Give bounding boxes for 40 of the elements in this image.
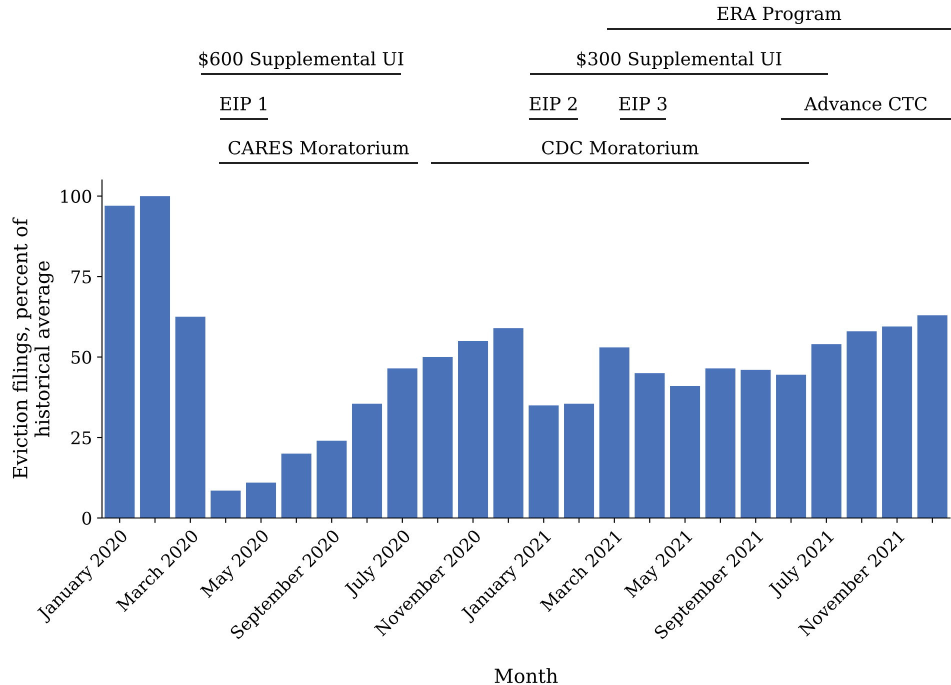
- bar: [917, 315, 948, 518]
- bar: [140, 196, 170, 518]
- bar: [740, 370, 771, 518]
- x-axis-title: Month: [494, 668, 558, 684]
- y-tick-label: 0: [82, 512, 92, 525]
- bar: [670, 386, 700, 518]
- bar: [528, 405, 559, 518]
- text: CARES Moratorium: [228, 140, 409, 154]
- bar: [634, 373, 665, 518]
- bar: [705, 368, 736, 518]
- bar: [776, 374, 806, 518]
- bar: [210, 490, 241, 518]
- y-tick-label: 25: [71, 431, 91, 444]
- bar: [493, 328, 524, 518]
- bar: [811, 344, 842, 518]
- bar: [316, 440, 347, 518]
- bar: [882, 326, 912, 518]
- y-tick-label: 50: [72, 350, 92, 364]
- text: Advance CTC: [804, 96, 927, 110]
- bar: [104, 206, 135, 518]
- text: EIP 1: [220, 96, 266, 110]
- bar: [175, 316, 206, 518]
- text: EIP 3: [619, 96, 667, 110]
- bar: [352, 404, 382, 518]
- text: EIP 2: [530, 96, 577, 110]
- text: $300 Supplemental UI: [577, 52, 782, 69]
- y-tick-label: 100: [61, 190, 92, 203]
- y-axis-title: Eviction filings, percent of historical average: [12, 217, 54, 478]
- bar: [599, 347, 630, 518]
- bar: [281, 454, 312, 518]
- text: $600 Supplemental UI: [199, 52, 404, 69]
- text: CDC Moratorium: [542, 140, 698, 154]
- y-tick-label: 75: [72, 270, 91, 284]
- bar: [387, 368, 418, 518]
- text: ERA Program: [717, 6, 842, 24]
- bar: [564, 404, 594, 518]
- bar: [846, 331, 877, 518]
- bar: [422, 357, 453, 518]
- bar: [246, 482, 276, 518]
- bar: [458, 340, 488, 518]
